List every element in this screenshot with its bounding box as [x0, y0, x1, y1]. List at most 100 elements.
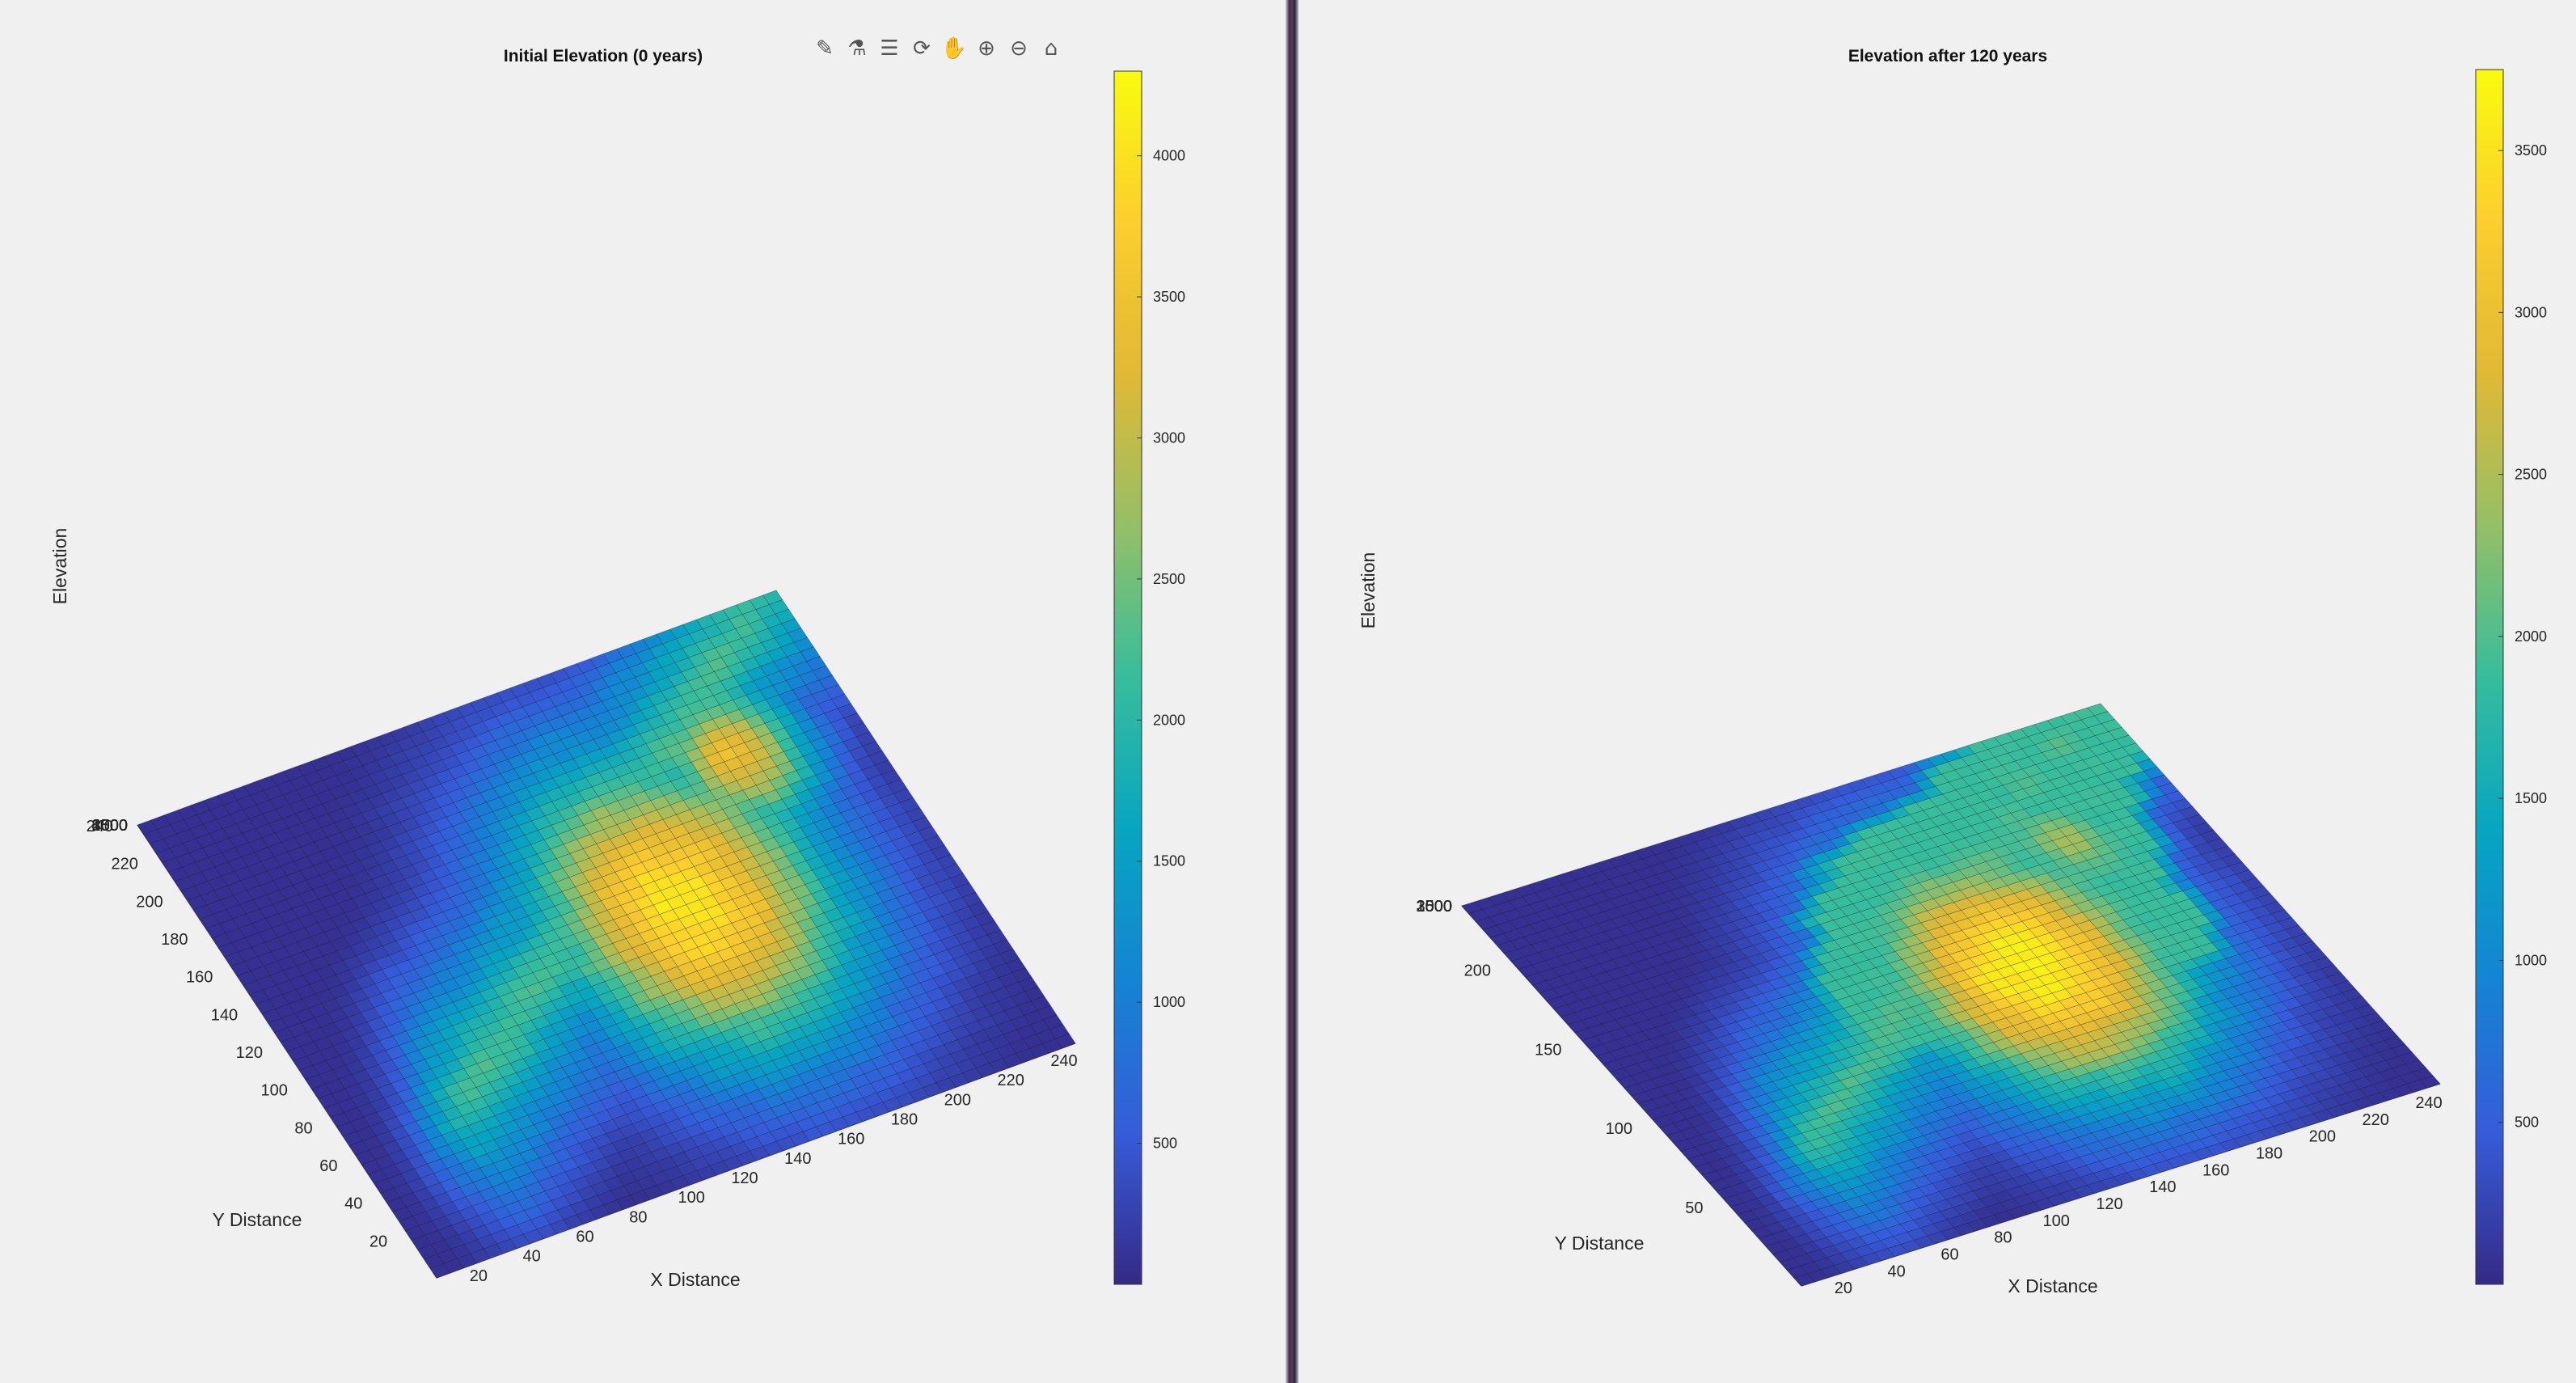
- colorbar-tick-labels: 500 1000 1500 2000 2500 3000 3500: [2498, 142, 2547, 1131]
- x-axis-label: X Distance: [2008, 1275, 2097, 1296]
- x-tick-label: 80: [1994, 1229, 2012, 1247]
- x-tick-label: 180: [2256, 1145, 2283, 1163]
- axes-toolbar: ✎ ⚗ ☰ ⟳ ✋ ⊕ ⊖ ⌂: [810, 32, 1066, 70]
- data-tips-icon[interactable]: ⚗: [847, 36, 867, 61]
- colorbar-tick-label: 500: [2515, 1114, 2539, 1131]
- home-icon[interactable]: ⌂: [1044, 36, 1058, 61]
- y-tick-label: 40: [344, 1195, 362, 1213]
- colorbar-tick-label: 1000: [2515, 952, 2547, 968]
- x-tick-label: 220: [2362, 1111, 2388, 1129]
- x-tick-label: 220: [997, 1072, 1024, 1089]
- y-tick-label: 200: [136, 893, 163, 911]
- colorbar-tick-label: 3000: [2515, 304, 2547, 320]
- colorbar-tick-label: 500: [1153, 1136, 1177, 1152]
- y-tick-label: 100: [1606, 1120, 1632, 1138]
- z-tick-label: 2000: [92, 817, 129, 835]
- z-axis-label: Elevation: [1358, 552, 1379, 629]
- x-tick-label: 160: [838, 1131, 864, 1148]
- y-tick-labels: 50 100 150 200: [1464, 962, 1704, 1217]
- y-tick-label: 50: [1685, 1199, 1703, 1217]
- y-tick-label: 220: [111, 856, 137, 873]
- x-tick-label: 60: [1940, 1246, 1958, 1264]
- x-tick-label: 80: [629, 1208, 647, 1226]
- z-tick-label: 2500: [1417, 898, 1453, 916]
- z-tick-label: 500: [101, 817, 128, 835]
- y-tick-labels: 20 40 60 80 100 120 140 160 180 200 220 240: [87, 818, 388, 1250]
- z-tick-label: 1500: [1417, 898, 1453, 916]
- z-tick-label: 1500: [92, 817, 129, 835]
- colorbar-tick-label: 1500: [1153, 853, 1185, 869]
- window-divider: [1286, 0, 1299, 1383]
- colorbar-tick-label: 1500: [2515, 790, 2547, 806]
- x-tick-label: 140: [2149, 1178, 2176, 1196]
- colorbar[interactable]: [1113, 70, 1142, 1285]
- pan-hand-icon[interactable]: ✋: [940, 36, 968, 61]
- elevation-surface: [137, 590, 1076, 1279]
- z-tick-label: 2000: [1417, 898, 1453, 916]
- surface-cell: [1793, 1273, 1815, 1287]
- z-tick-label: 3500: [1417, 898, 1453, 916]
- colorbar-tick-label: 2000: [2515, 628, 2547, 645]
- brush-icon[interactable]: ✎: [816, 36, 834, 61]
- z-tick-label: 4000: [92, 817, 129, 835]
- y-tick-label: 150: [1535, 1041, 1561, 1059]
- colorbar-tick-label: 2500: [2515, 467, 2547, 483]
- z-tick-label: 1000: [92, 817, 129, 835]
- z-tick-label: 3500: [92, 817, 129, 835]
- colorbar-tick-label: 3500: [1153, 289, 1185, 305]
- colorbar-tick-label: 2500: [1153, 571, 1185, 587]
- z-tick-label: 500: [1425, 898, 1452, 916]
- x-tick-label: 120: [731, 1169, 758, 1187]
- x-tick-label: 140: [784, 1150, 811, 1168]
- y-tick-label: 20: [370, 1233, 387, 1250]
- colorbar-tick-label: 3500: [2515, 142, 2547, 159]
- chart-title: Initial Elevation (0 years): [504, 47, 703, 66]
- figure-window-initial: 20 40 60 80 100 120 140 160 180 200 220 240 20 40 60 80…: [0, 0, 1286, 1383]
- z-tick-label: 2500: [92, 817, 129, 835]
- x-tick-label: 240: [1050, 1052, 1077, 1070]
- y-tick-label: 160: [186, 969, 213, 987]
- y-tick-label: 180: [161, 931, 188, 949]
- z-tick-label: 3000: [1417, 898, 1453, 916]
- colorbar-tick-label: 2000: [1153, 712, 1185, 728]
- x-tick-label: 60: [576, 1229, 593, 1246]
- y-tick-label: 120: [236, 1044, 263, 1062]
- x-tick-label: 240: [2415, 1094, 2442, 1112]
- x-axis-label: X Distance: [650, 1269, 740, 1290]
- x-tick-label: 200: [2309, 1128, 2336, 1146]
- colorbar-tick-label: 1000: [1153, 994, 1185, 1010]
- y-axis-label: Y Distance: [1555, 1233, 1645, 1254]
- zoom-in-icon[interactable]: ⊕: [978, 36, 995, 61]
- x-tick-label: 180: [891, 1111, 918, 1129]
- chart-title: Elevation after 120 years: [1848, 47, 2047, 66]
- surface-cell: [429, 1262, 450, 1279]
- zoom-out-icon[interactable]: ⊖: [1010, 36, 1028, 61]
- y-tick-label: 60: [319, 1157, 337, 1175]
- z-axis-label: Elevation: [49, 528, 70, 605]
- x-tick-label: 200: [944, 1091, 971, 1109]
- legend-icon[interactable]: ☰: [880, 36, 899, 61]
- x-tick-label: 20: [470, 1267, 488, 1285]
- x-tick-label: 160: [2202, 1161, 2229, 1179]
- x-tick-label: 40: [1888, 1262, 1906, 1280]
- y-tick-label: 240: [87, 818, 113, 835]
- figure-window-after: 20 40 60 80 100 120 140 160 180 200 220 240 50 100 150…: [1299, 0, 2576, 1383]
- rotate-3d-icon[interactable]: ⟳: [913, 36, 931, 61]
- y-tick-label: 200: [1464, 962, 1491, 979]
- y-tick-label: 140: [211, 1006, 238, 1024]
- surface-plot-initial[interactable]: 20 40 60 80 100 120 140 160 180 200 220 240 20 40 60 80…: [0, 0, 1286, 1383]
- surface-plot-after[interactable]: 20 40 60 80 100 120 140 160 180 200 220 240 50 100 150…: [1299, 0, 2576, 1383]
- y-tick-label: 100: [260, 1082, 287, 1100]
- y-tick-label: 80: [294, 1119, 312, 1137]
- elevation-surface: [1461, 703, 2441, 1287]
- z-tick-label: 3000: [92, 817, 129, 835]
- x-tick-label: 120: [2096, 1195, 2122, 1213]
- x-tick-label: 20: [1835, 1279, 1852, 1297]
- x-tick-label: 40: [523, 1248, 541, 1266]
- colorbar[interactable]: [2475, 69, 2504, 1285]
